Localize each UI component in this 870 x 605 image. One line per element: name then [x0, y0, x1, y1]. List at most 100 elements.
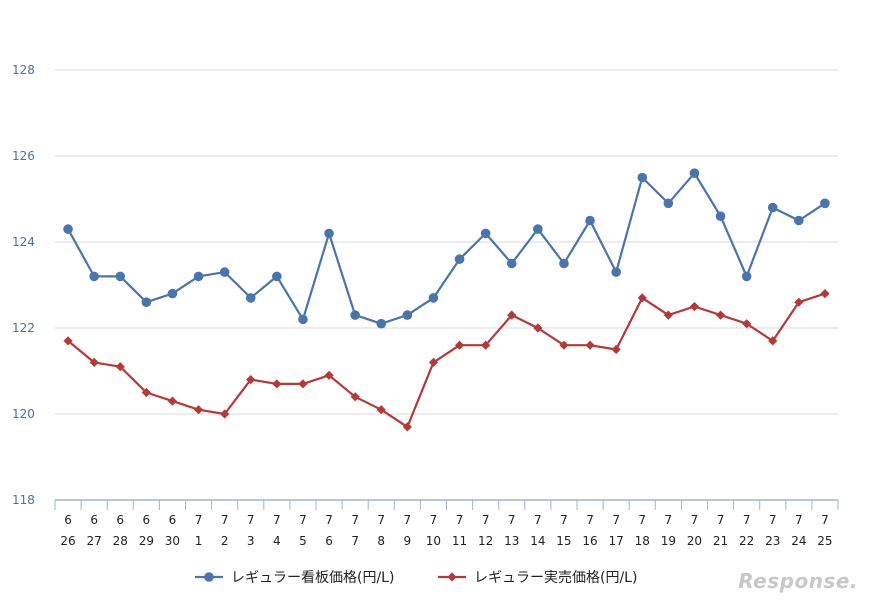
data-point [611, 344, 621, 355]
data-point [820, 198, 830, 209]
data-point [559, 258, 569, 269]
y-tick-label: 124 [12, 235, 35, 249]
y-tick-label: 128 [12, 63, 35, 77]
x-tick-day: 26 [60, 534, 75, 548]
x-tick-month: 6 [116, 513, 124, 527]
data-point [637, 293, 647, 303]
data-point [663, 310, 673, 320]
x-tick-month: 7 [638, 513, 646, 527]
data-point [820, 289, 830, 299]
data-point [193, 271, 204, 282]
data-point [115, 362, 125, 372]
x-tick-month: 7 [560, 513, 568, 527]
data-point [533, 224, 543, 234]
data-point [715, 211, 726, 221]
x-tick-day: 5 [299, 534, 307, 548]
x-tick-day: 21 [713, 534, 728, 548]
data-point [611, 267, 621, 277]
legend-marker [204, 572, 214, 582]
x-tick-day: 12 [478, 534, 493, 548]
x-tick-month: 7 [195, 513, 203, 527]
legend: レギュラー看板価格(円/L) レギュラー実売価格(円/L) [195, 570, 637, 586]
legend-label: レギュラー看板価格(円/L) [231, 570, 394, 586]
data-point [63, 224, 73, 234]
x-tick-day: 1 [195, 534, 203, 548]
x-tick-month: 7 [456, 513, 464, 527]
data-point [324, 228, 334, 239]
x-tick-day: 9 [404, 534, 412, 548]
y-tick-label: 122 [12, 321, 35, 335]
data-point [506, 258, 517, 269]
data-point [715, 310, 726, 320]
x-tick-month: 6 [169, 513, 177, 527]
x-tick-day: 28 [113, 534, 128, 548]
data-point [324, 370, 334, 380]
x-tick-month: 7 [508, 513, 516, 527]
x-tick-month: 7 [377, 513, 385, 527]
data-point [167, 396, 178, 406]
x-tick-month: 6 [64, 513, 72, 527]
x-tick-month: 7 [795, 513, 803, 527]
data-point [219, 267, 230, 277]
x-tick-day: 3 [247, 534, 255, 548]
data-point [402, 310, 413, 320]
series-line-1 [67, 172, 826, 325]
data-point [298, 379, 308, 389]
y-tick-label: 120 [12, 407, 35, 421]
data-point [689, 168, 700, 178]
x-tick-month: 7 [430, 513, 438, 527]
data-point [350, 392, 360, 402]
x-tick-day: 13 [504, 534, 519, 548]
data-point [454, 340, 465, 350]
data-point [220, 409, 230, 419]
y-tick-label: 126 [12, 149, 35, 163]
x-tick-day: 23 [765, 534, 780, 548]
x-tick-day: 6 [325, 534, 333, 548]
data-point [141, 387, 151, 398]
x-tick-day: 24 [791, 534, 806, 548]
watermark-logo: Response. [738, 569, 858, 593]
legend-label: レギュラー実売価格(円/L) [474, 570, 637, 586]
x-tick-month: 7 [717, 513, 725, 527]
data-point [245, 293, 256, 303]
data-point [246, 375, 256, 385]
x-tick-day: 18 [635, 534, 650, 548]
x-tick-month: 7 [612, 513, 620, 527]
x-tick-day: 7 [351, 534, 359, 548]
data-point [141, 297, 152, 308]
data-point [689, 301, 700, 312]
data-point [63, 336, 73, 346]
x-tick-month: 7 [586, 513, 594, 527]
data-point [559, 340, 569, 350]
data-point [454, 254, 465, 264]
data-point [663, 198, 674, 209]
data-point [376, 405, 386, 415]
x-tick-month: 7 [821, 513, 829, 527]
data-point [481, 340, 491, 350]
x-tick-month: 7 [221, 513, 229, 527]
x-tick-month: 7 [743, 513, 751, 527]
x-tick-day: 30 [165, 534, 180, 548]
data-point [89, 271, 99, 282]
x-tick-month: 7 [351, 513, 359, 527]
x-tick-day: 25 [817, 534, 832, 548]
x-tick-day: 4 [273, 534, 281, 548]
x-tick-day: 2 [221, 534, 229, 548]
data-point [585, 215, 595, 226]
data-point [480, 228, 491, 239]
data-point [376, 318, 387, 329]
x-tick-month: 7 [691, 513, 699, 527]
x-tick-month: 7 [273, 513, 281, 527]
data-point [193, 405, 204, 415]
x-tick-day: 8 [377, 534, 385, 548]
data-point [767, 202, 778, 213]
x-tick-day: 15 [556, 534, 571, 548]
x-tick-day: 19 [661, 534, 676, 548]
data-point [350, 310, 360, 320]
y-axis-ticks: 118 120 122 124 126 128 [12, 63, 35, 507]
series-line-2 [67, 292, 826, 428]
data-point [507, 310, 517, 320]
x-tick-day: 22 [739, 534, 754, 548]
x-tick-day: 11 [452, 534, 467, 548]
